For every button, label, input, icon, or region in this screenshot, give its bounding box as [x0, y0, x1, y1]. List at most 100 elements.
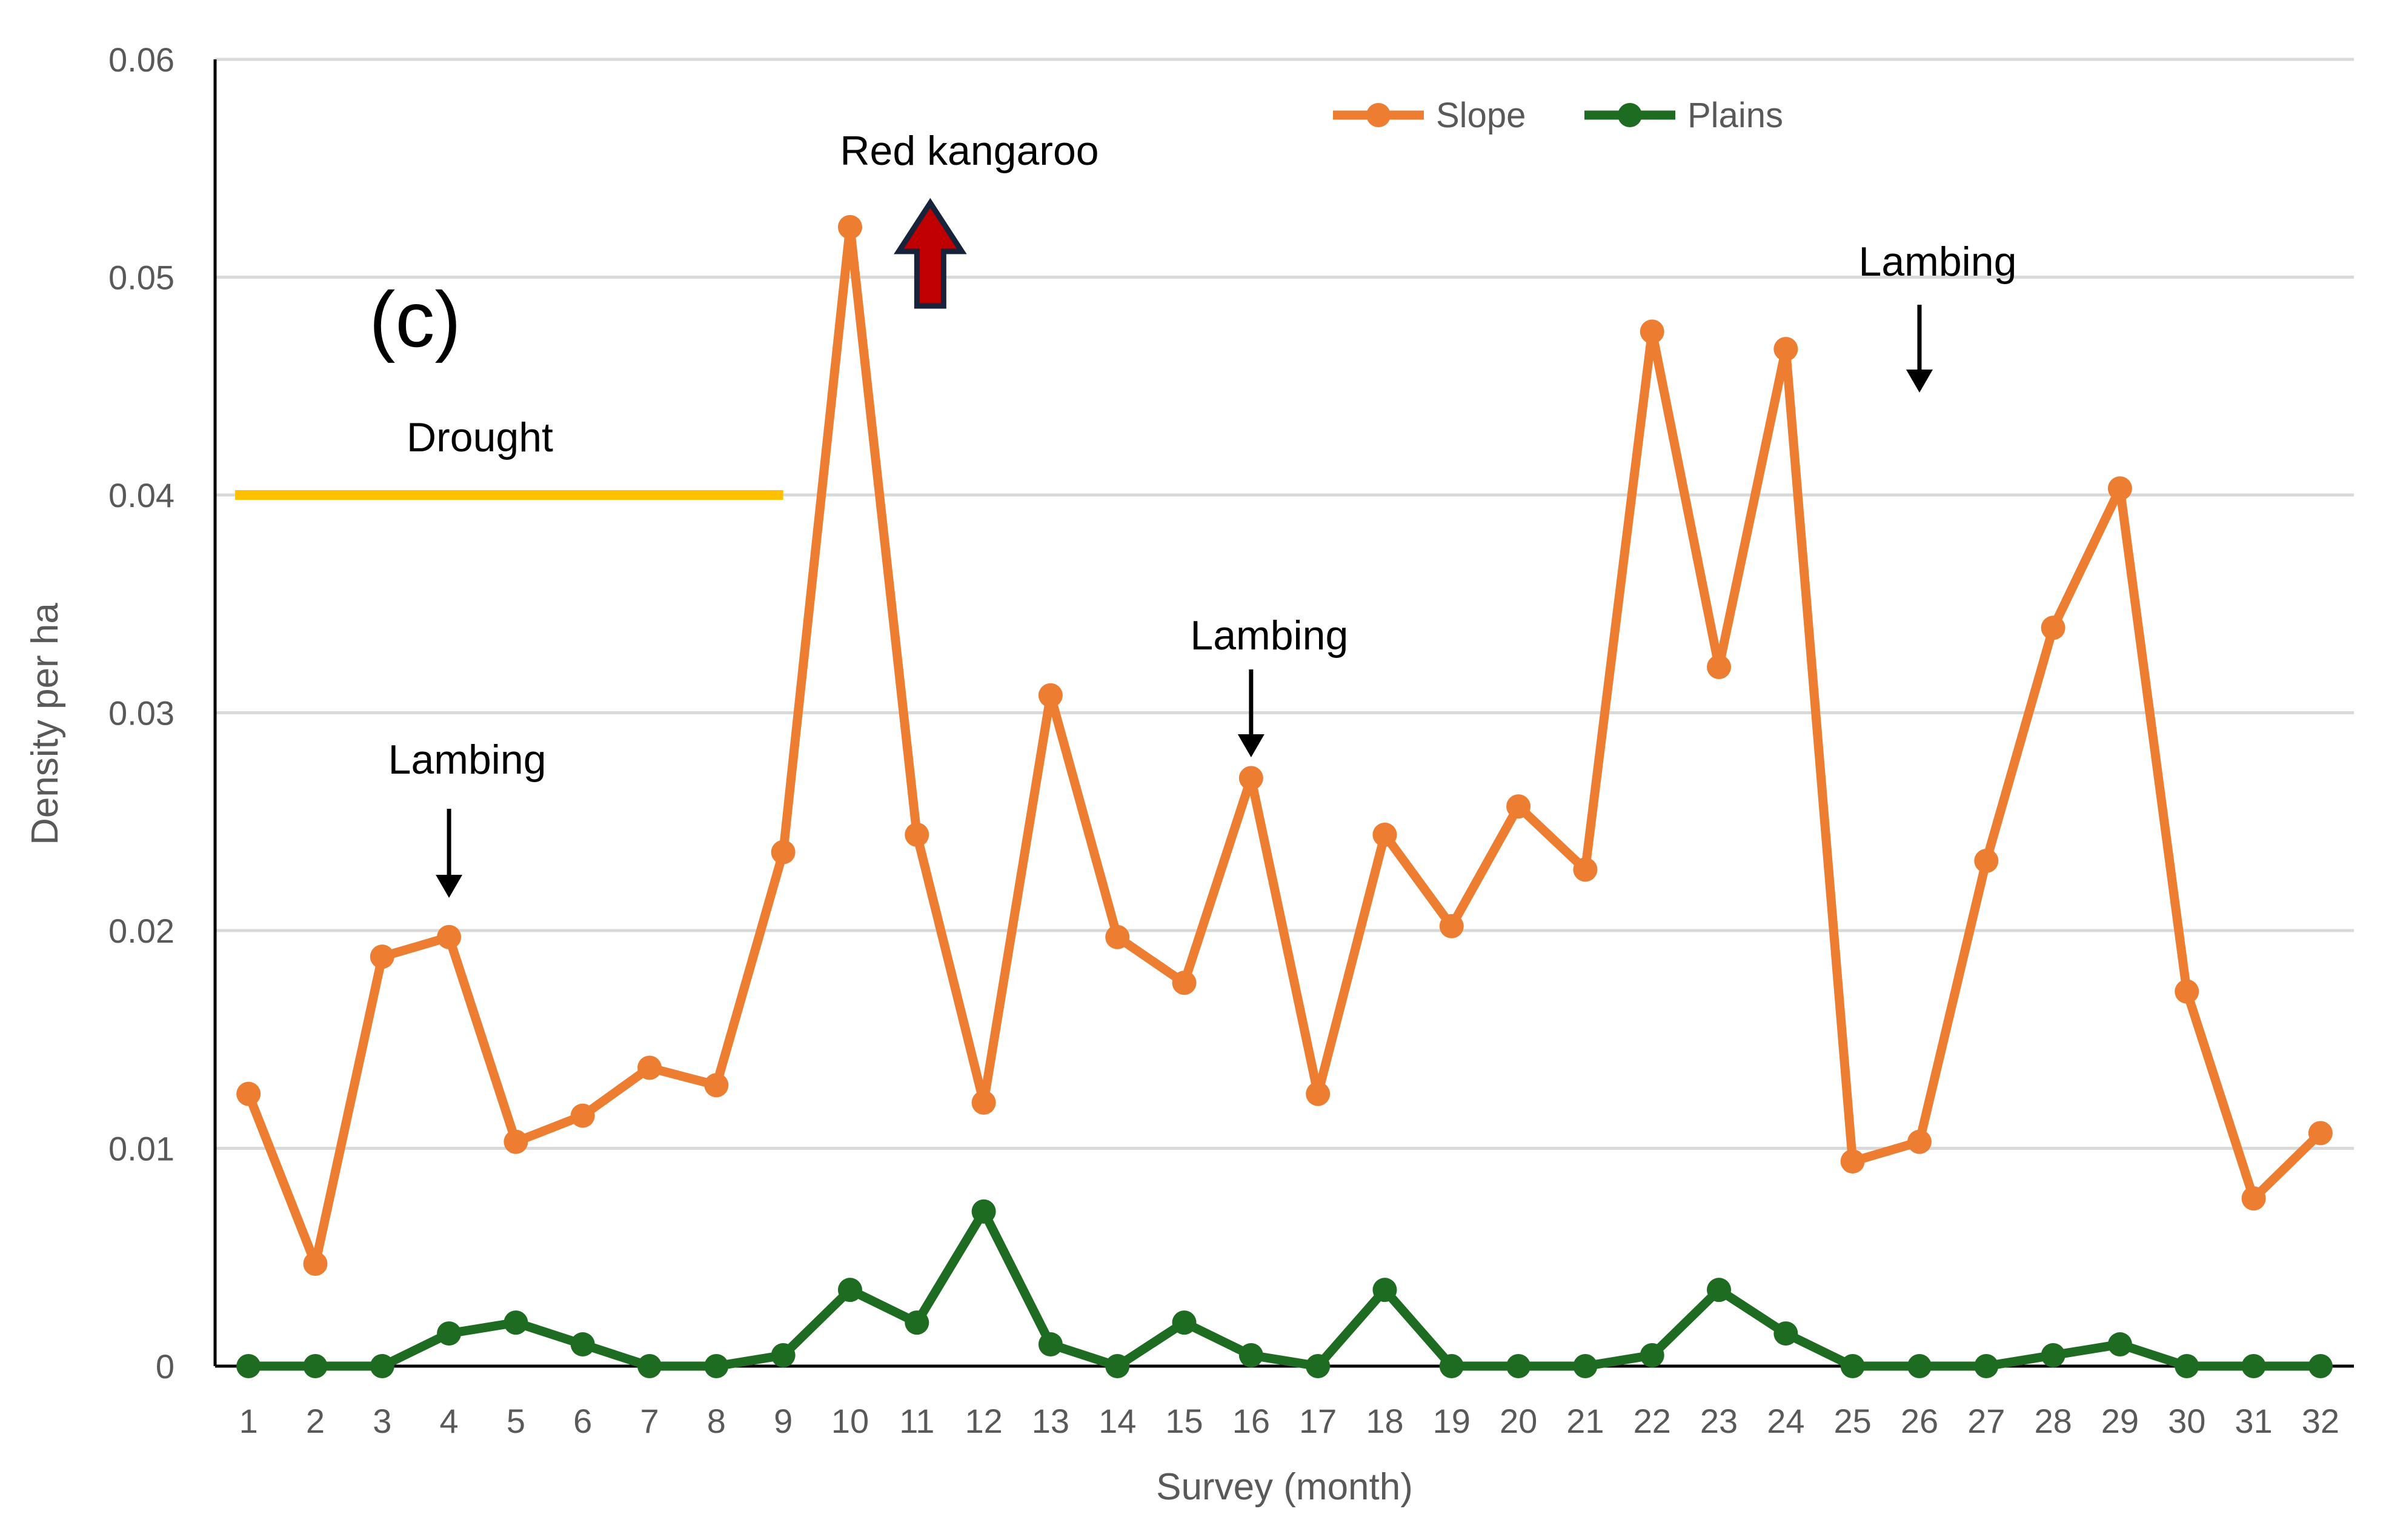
x-tick-label: 27 [1967, 1402, 2005, 1440]
data-point-plains [570, 1332, 595, 1357]
data-point-slope [2175, 979, 2199, 1004]
y-tick-label: 0.04 [108, 476, 174, 514]
data-point-plains [236, 1354, 261, 1378]
y-tick-label: 0.01 [108, 1130, 174, 1168]
y-tick-label: 0.05 [108, 259, 174, 297]
data-point-plains [704, 1354, 729, 1378]
x-tick-label: 26 [1901, 1402, 1938, 1440]
data-point-slope [2308, 1121, 2333, 1146]
data-point-slope [1640, 319, 1664, 344]
gridlines [215, 58, 2354, 1150]
series-line-slope [244, 222, 2325, 1269]
legend-label-slope: Slope [1436, 96, 1526, 135]
data-point-slope [570, 1103, 595, 1128]
data-point-slope [704, 1073, 729, 1098]
annotations: Drought Red kangaroo Lambing Lambing Lambing [235, 128, 2016, 898]
x-tick-label: 18 [1366, 1402, 1403, 1440]
data-point-slope [236, 1081, 261, 1106]
data-point-slope [1907, 1129, 1932, 1154]
y-tick-label: 0.06 [108, 41, 174, 79]
data-point-slope [2041, 616, 2066, 640]
x-tick-label: 21 [1566, 1402, 1604, 1440]
x-tick-label: 9 [774, 1402, 793, 1440]
data-point-plains [1773, 1321, 1798, 1346]
data-point-slope [1506, 794, 1531, 819]
data-point-plains [2241, 1354, 2266, 1378]
data-point-slope [1172, 971, 1197, 995]
data-point-slope [2241, 1186, 2266, 1211]
x-tick-label: 22 [1634, 1402, 1671, 1440]
data-point-slope [1773, 337, 1798, 362]
data-point-plains [1974, 1354, 1999, 1378]
x-tick-label: 31 [2235, 1402, 2272, 1440]
data-point-plains [837, 1278, 862, 1303]
panel-label: (c) [369, 275, 461, 363]
lambing-arrow-head-icon [1906, 370, 1933, 393]
x-tick-label: 28 [2034, 1402, 2072, 1440]
lambing-arrow-head-icon [436, 875, 463, 898]
x-tick-label: 19 [1433, 1402, 1471, 1440]
data-point-plains [2107, 1332, 2132, 1357]
data-point-slope [303, 1252, 328, 1276]
x-tick-label: 15 [1165, 1402, 1203, 1440]
x-tick-label: 1 [239, 1402, 258, 1440]
data-point-slope [637, 1055, 662, 1080]
data-point-plains [2041, 1343, 2066, 1368]
legend-marker-plains [1618, 103, 1642, 127]
data-point-slope [1840, 1149, 1865, 1174]
data-point-plains [1840, 1354, 1865, 1378]
data-point-slope [837, 214, 862, 239]
data-point-slope [971, 1090, 996, 1115]
data-point-plains [1573, 1354, 1598, 1378]
x-tick-label: 29 [2101, 1402, 2139, 1440]
y-axis-title: Density per ha [24, 603, 66, 845]
data-point-plains [2308, 1354, 2333, 1378]
x-tick-label: 32 [2302, 1402, 2339, 1440]
data-point-plains [1238, 1343, 1263, 1368]
x-tick-label: 24 [1767, 1402, 1804, 1440]
data-point-slope [370, 944, 394, 969]
data-point-plains [971, 1199, 996, 1224]
y-tick-label: 0 [156, 1347, 174, 1386]
data-point-slope [1372, 822, 1397, 847]
data-point-plains [637, 1354, 662, 1378]
x-axis-title: Survey (month) [1156, 1466, 1413, 1508]
data-point-slope [905, 822, 929, 847]
axes: 00.010.020.030.040.050.061 2 3 4 5 6 7 8 9 10 11 12… [108, 41, 2354, 1440]
data-point-plains [1439, 1354, 1464, 1378]
x-tick-label: 6 [573, 1402, 592, 1440]
x-tick-label: 25 [1834, 1402, 1872, 1440]
lambing-arrow-head-icon [1237, 734, 1265, 757]
data-point-plains [771, 1343, 796, 1368]
red-kangaroo-label: Red kangaroo [840, 128, 1098, 174]
legend-label-plains: Plains [1687, 96, 1783, 135]
legend: Slope Plains [1333, 96, 1783, 135]
x-tick-label: 10 [831, 1402, 869, 1440]
data-point-plains [1907, 1354, 1932, 1378]
lambing-label: Lambing [1859, 239, 2017, 285]
data-point-slope [1105, 924, 1130, 949]
data-point-slope [1974, 848, 1999, 873]
x-tick-label: 3 [373, 1402, 391, 1440]
data-point-slope [1707, 655, 1732, 680]
data-point-plains [1506, 1354, 1531, 1378]
data-point-slope [1038, 683, 1063, 708]
x-tick-label: 7 [640, 1402, 659, 1440]
x-tick-label: 17 [1299, 1402, 1337, 1440]
x-tick-label: 11 [899, 1402, 934, 1440]
data-point-plains [905, 1310, 929, 1335]
data-point-plains [1372, 1278, 1397, 1303]
data-point-slope [504, 1129, 528, 1154]
series [236, 214, 2333, 1378]
data-point-slope [1306, 1081, 1331, 1106]
data-point-plains [504, 1310, 528, 1335]
data-point-slope [771, 840, 796, 865]
data-point-plains [1038, 1332, 1063, 1357]
legend-marker-slope [1366, 103, 1391, 127]
x-tick-label: 20 [1500, 1402, 1537, 1440]
lambing-label: Lambing [1190, 612, 1348, 659]
data-point-plains [370, 1354, 394, 1378]
x-tick-label: 12 [965, 1402, 1002, 1440]
